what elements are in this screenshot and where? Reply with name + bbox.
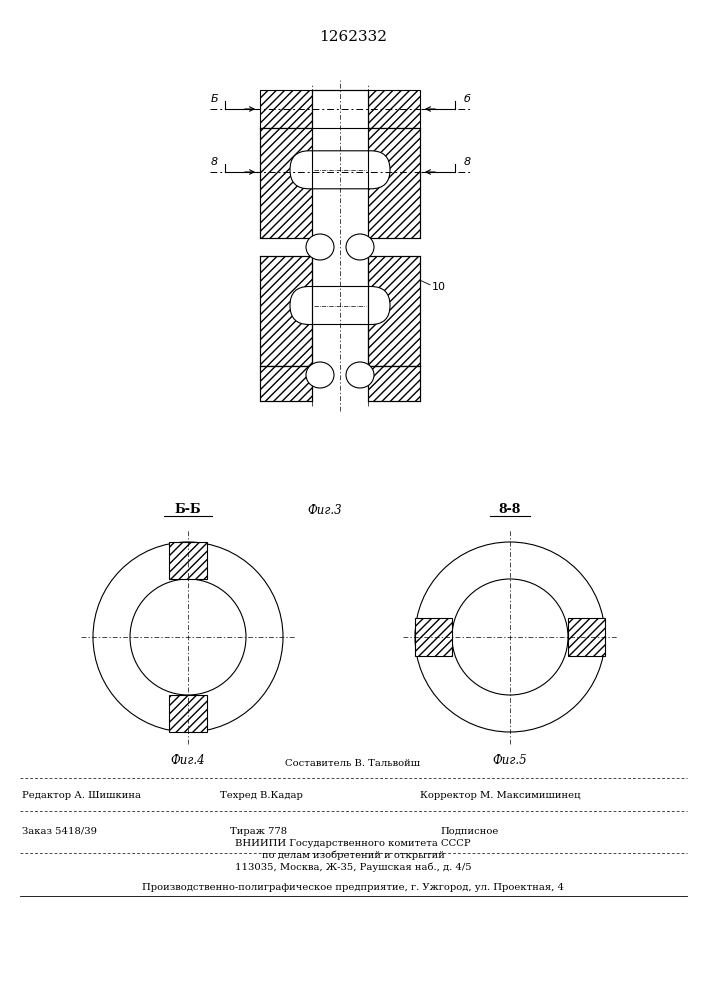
Bar xyxy=(368,128,420,238)
Text: 8: 8 xyxy=(464,157,471,167)
Text: 113035, Москва, Ж-35, Раушская наб., д. 4/5: 113035, Москва, Ж-35, Раушская наб., д. … xyxy=(235,862,472,872)
Text: Фиг.3: Фиг.3 xyxy=(308,504,342,516)
Ellipse shape xyxy=(306,362,334,388)
Bar xyxy=(260,366,312,401)
Text: Подписное: Подписное xyxy=(440,826,498,836)
Bar xyxy=(260,90,312,128)
Text: 8: 8 xyxy=(211,157,218,167)
Ellipse shape xyxy=(346,362,374,388)
FancyBboxPatch shape xyxy=(290,286,390,324)
Text: Б-Б: Б-Б xyxy=(175,503,201,516)
Text: Фиг.4: Фиг.4 xyxy=(170,754,205,767)
Bar xyxy=(368,256,420,366)
Text: Редактор А. Шишкина: Редактор А. Шишкина xyxy=(22,790,141,800)
Bar xyxy=(415,618,452,656)
Bar xyxy=(169,695,207,732)
Bar xyxy=(368,366,420,401)
Text: Составитель В. Тальвойш: Составитель В. Тальвойш xyxy=(286,760,421,768)
Text: Тираж 778: Тираж 778 xyxy=(230,826,287,836)
Text: б: б xyxy=(464,94,471,104)
Text: Производственно-полиграфическое предприятие, г. Ужгород, ул. Проектная, 4: Производственно-полиграфическое предприя… xyxy=(142,884,564,892)
Bar xyxy=(260,128,312,238)
Text: Заказ 5418/39: Заказ 5418/39 xyxy=(22,826,97,836)
Text: по делам изобретений и открытий: по делам изобретений и открытий xyxy=(262,850,445,860)
Text: Б: Б xyxy=(211,94,218,104)
FancyBboxPatch shape xyxy=(290,151,390,189)
Text: 8-8: 8-8 xyxy=(499,503,521,516)
Bar xyxy=(568,618,605,656)
Bar xyxy=(312,90,368,128)
Bar xyxy=(260,256,312,366)
Ellipse shape xyxy=(306,234,334,260)
Text: Корректор М. Максимишинец: Корректор М. Максимишинец xyxy=(420,790,580,800)
Text: 10: 10 xyxy=(432,282,446,292)
Text: Фиг.5: Фиг.5 xyxy=(493,754,527,767)
Text: Техред В.Кадар: Техред В.Кадар xyxy=(220,790,303,800)
Ellipse shape xyxy=(346,234,374,260)
Bar xyxy=(368,90,420,128)
Text: 1262332: 1262332 xyxy=(319,30,387,44)
Text: ВНИИПИ Государственного комитета СССР: ВНИИПИ Государственного комитета СССР xyxy=(235,838,471,848)
Bar xyxy=(169,542,207,579)
